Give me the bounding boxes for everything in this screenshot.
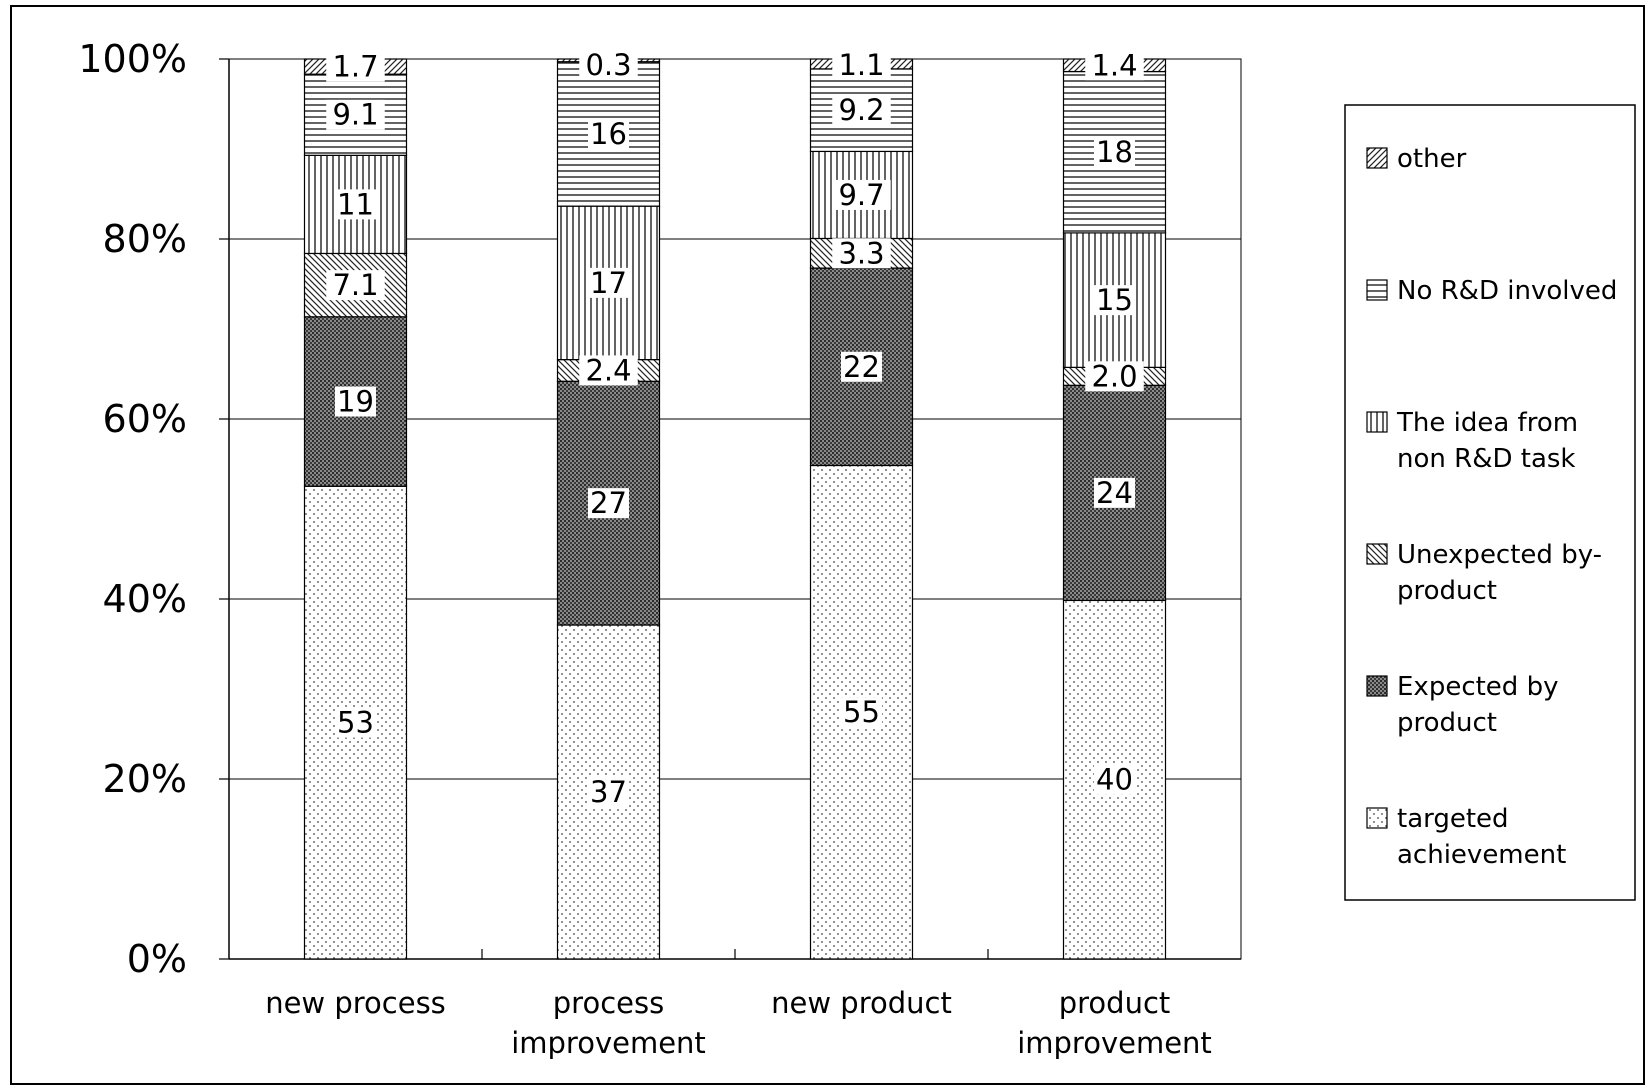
data-label: 1.1 — [838, 48, 884, 82]
legend-label: No R&D involved — [1397, 276, 1617, 306]
legend-label: Unexpected by- — [1397, 540, 1602, 570]
y-tick-label: 100% — [78, 37, 187, 81]
y-tick-label: 60% — [103, 397, 187, 441]
data-label: 1.4 — [1091, 48, 1137, 82]
x-category-labels: new process process improvement new product… — [265, 986, 1212, 1060]
data-label: 55 — [843, 695, 880, 729]
data-label-bg — [335, 707, 376, 738]
data-label-bg — [1094, 764, 1135, 795]
data-label-bg — [579, 355, 638, 386]
legend-swatch — [1366, 807, 1388, 829]
x-category-label: process — [553, 986, 664, 1020]
x-category-label: product — [1059, 986, 1171, 1020]
legend-swatch — [1366, 675, 1388, 697]
data-label-bg — [1094, 137, 1135, 168]
data-label: 9.1 — [332, 98, 378, 132]
data-label: 24 — [1096, 476, 1133, 510]
data-label-bg — [832, 238, 891, 269]
data-label-bg — [1094, 285, 1135, 316]
legend-swatch — [1366, 543, 1388, 565]
legend-box — [1344, 104, 1636, 901]
data-label: 9.7 — [838, 178, 884, 212]
data-label-bg — [832, 179, 891, 210]
x-category-label: new process — [265, 986, 446, 1020]
data-label-bg — [588, 118, 629, 149]
legend-label: Expected by — [1397, 672, 1558, 702]
legend-label: The idea from — [1396, 408, 1578, 438]
data-label-bg — [579, 50, 638, 80]
bars — [303, 58, 1167, 960]
data-label-bg — [335, 386, 376, 417]
y-tick-label: 80% — [103, 217, 187, 261]
data-label-bg — [326, 99, 385, 130]
data-label: 7.1 — [332, 268, 378, 302]
data-label-bg — [326, 51, 385, 82]
data-label: 11 — [337, 187, 374, 221]
data-label-bg — [1085, 361, 1144, 392]
data-label: 40 — [1096, 763, 1133, 797]
data-label-bg — [841, 351, 882, 382]
data-label-bg — [832, 95, 891, 126]
data-label: 16 — [590, 117, 627, 151]
data-label: 19 — [337, 385, 374, 419]
legend-swatch — [1366, 411, 1388, 433]
legend-swatch — [1366, 147, 1388, 169]
legend-swatch — [1366, 279, 1388, 301]
data-label: 15 — [1096, 283, 1133, 317]
data-label-bg — [1085, 50, 1144, 81]
x-category-label: improvement — [511, 1026, 706, 1060]
data-label-bg — [335, 189, 376, 220]
data-label-bg — [1094, 477, 1135, 508]
data-label: 1.7 — [332, 50, 378, 84]
data-label: 27 — [590, 486, 627, 520]
x-category-label: improvement — [1017, 1026, 1212, 1060]
data-label: 3.3 — [838, 236, 884, 270]
data-label: 0.3 — [585, 48, 631, 82]
data-label: 9.2 — [838, 93, 884, 127]
data-label-bg — [588, 267, 629, 298]
data-label-bg — [588, 488, 629, 519]
legend-label: non R&D task — [1397, 444, 1575, 474]
data-label: 37 — [590, 775, 627, 809]
legend-label: product — [1397, 576, 1497, 606]
y-tick-label: 40% — [103, 577, 187, 621]
legend: other No R&D involved The idea from non R&D… — [1344, 104, 1636, 901]
data-label: 22 — [843, 350, 880, 384]
legend-label: other — [1397, 144, 1467, 174]
data-label: 53 — [337, 706, 374, 740]
data-label: 2.4 — [585, 353, 631, 387]
legend-label: targeted — [1397, 804, 1509, 834]
data-label-bg — [841, 697, 882, 728]
y-tick-labels: 0% 20% 40% 60% 80% 100% — [78, 37, 187, 981]
data-label: 17 — [590, 266, 627, 300]
y-tick-label: 20% — [103, 757, 187, 801]
x-category-label: new product — [771, 986, 952, 1020]
data-label-bg — [326, 270, 385, 301]
legend-label: product — [1397, 708, 1497, 738]
y-tick-label: 0% — [127, 937, 187, 981]
data-label-bg — [588, 776, 629, 807]
data-label: 2.0 — [1091, 359, 1137, 393]
data-label-bg — [832, 50, 891, 80]
legend-label: achievement — [1397, 840, 1566, 870]
data-labels: 53 19 7.1 11 9.1 1.7 37 27 2.4 17 16 0.3 55 22 3.3 9.7 9… — [326, 48, 1144, 809]
data-label: 18 — [1096, 135, 1133, 169]
